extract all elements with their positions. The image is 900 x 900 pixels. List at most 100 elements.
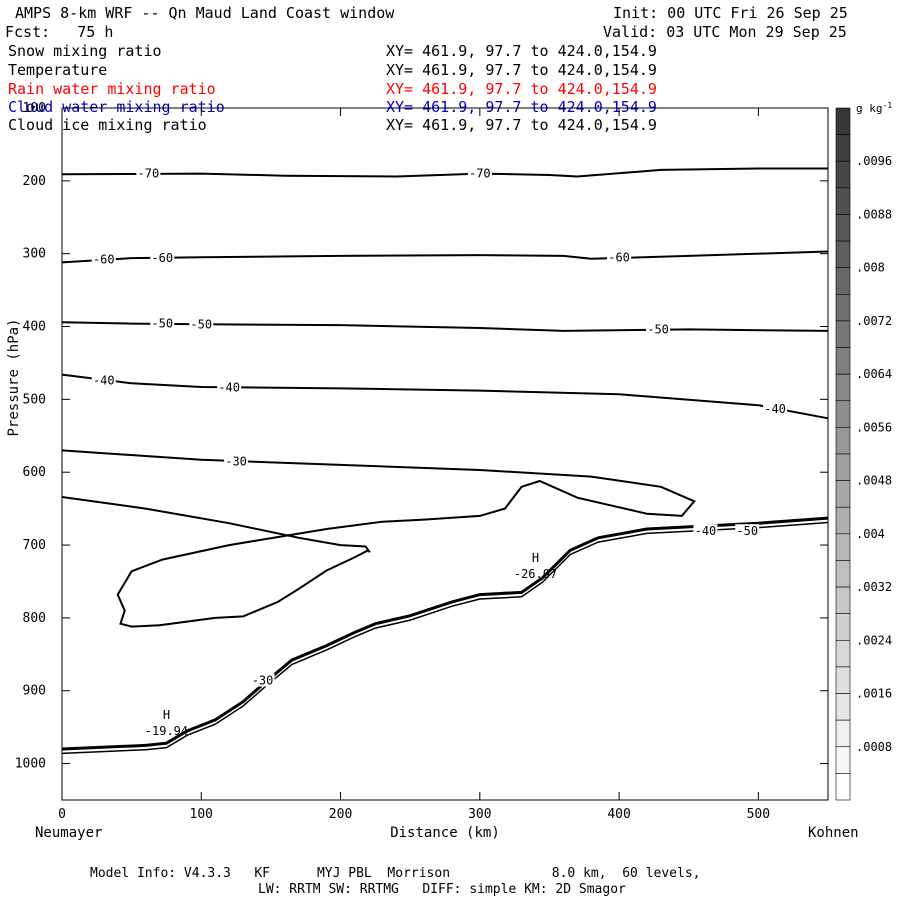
contour-label-bg (467, 166, 492, 180)
plot-frame (61, 107, 829, 801)
colorbar-tick-label: .0056 (856, 420, 892, 434)
colorbar-segment (835, 214, 851, 242)
contour-label: -40 (695, 524, 717, 538)
contour-label-bg (250, 673, 275, 687)
temperature-contour-1 (61, 250, 829, 264)
colorbar-segment (835, 400, 851, 428)
chart-title: AMPS 8-km WRF -- Qn Maud Land Coast wind… (15, 4, 395, 22)
y-tick-label: 300 (23, 247, 46, 262)
colorbar-segment (835, 560, 851, 588)
contour-label: -40 (764, 402, 786, 416)
y-tick-label: 1000 (15, 757, 46, 772)
contour-label: -40 (93, 373, 115, 387)
forecast-hour: Fcst: 75 h (5, 23, 114, 41)
y-tick-label: 100 (23, 101, 46, 116)
temperature-contour-3 (61, 373, 829, 420)
field-name-rain: Rain water mixing ratio (8, 80, 216, 98)
colorbar-segment (835, 533, 851, 561)
colorbar-segment (835, 267, 851, 295)
x-tick-label: 400 (607, 807, 630, 822)
contour-label-bg (763, 401, 788, 415)
colorbar-tick-label: .0048 (856, 474, 892, 488)
contour-label: -40 (218, 381, 240, 395)
y-tick-label: 500 (23, 392, 46, 407)
contour-label: -30 (225, 454, 247, 468)
contour-label-bg (224, 454, 249, 468)
colorbar-segment (835, 640, 851, 668)
contour-label: -50 (151, 317, 173, 331)
terrain-line (61, 516, 829, 751)
contour-label: -30 (252, 674, 274, 688)
colorbar-segment (835, 773, 851, 801)
contour-label-bg (735, 524, 760, 538)
y-axis-label: Pressure (hPa) (6, 319, 22, 437)
x-tick-label: 100 (190, 807, 213, 822)
init-time: Init: 00 UTC Fri 26 Sep 25 (613, 4, 848, 22)
colorbar-segment (835, 187, 851, 215)
contour-label: -60 (608, 250, 630, 264)
contour-label-bg (607, 250, 632, 264)
contour-label-bg (91, 252, 116, 266)
colorbar-tick-label: .0096 (856, 154, 892, 168)
colorbar-segment (835, 666, 851, 694)
colorbar-segment (835, 347, 851, 375)
x-tick-label: 500 (747, 807, 770, 822)
contour-label-bg (150, 251, 175, 265)
contour-label: -70 (469, 167, 491, 181)
colorbar-tick-label: .008 (856, 261, 885, 275)
colorbar-segment (835, 719, 851, 748)
contour-label: -50 (647, 322, 669, 336)
y-tick-label: 400 (23, 320, 46, 335)
colorbar-segment (835, 373, 851, 402)
colorbar-segment (835, 586, 851, 614)
colorbar-tick-label: .0072 (856, 314, 892, 328)
contour-label: -70 (138, 167, 160, 181)
field-xy-snow: XY= 461.9, 97.7 to 424.0,154.9 (386, 42, 657, 60)
colorbar-tick-label: .0088 (856, 207, 892, 221)
colorbar-tick-label: .0024 (856, 633, 892, 647)
contour-label: -60 (93, 253, 115, 267)
x-tick-label: 300 (468, 807, 491, 822)
contour-label: -60 (151, 251, 173, 265)
x-axis-label: Distance (km) (390, 825, 500, 841)
field-xy-cloud-ice: XY= 461.9, 97.7 to 424.0,154.9 (386, 116, 657, 134)
right-endpoint-label: Kohnen (808, 825, 859, 841)
colorbar-tick-label: .0064 (856, 367, 892, 381)
field-name-temperature: Temperature (8, 61, 108, 79)
extremum-marker: H (163, 708, 170, 722)
colorbar-segment (835, 746, 851, 774)
colorbar-tick-label: .0008 (856, 740, 892, 754)
colorbar-segment (835, 506, 851, 535)
colorbar-tick-label: .0016 (856, 687, 892, 701)
colorbar-segment (835, 107, 851, 135)
colorbar-segment (835, 427, 851, 455)
model-info-line-1: Model Info: V4.3.3 KF MYJ PBL Morrison 8… (90, 866, 701, 881)
colorbar-tick-label: .004 (856, 527, 885, 541)
colorbar-segment (835, 453, 851, 481)
contour-label-bg (136, 166, 161, 180)
x-tick-label: 0 (58, 807, 66, 822)
field-name-cloud-ice: Cloud ice mixing ratio (8, 116, 207, 134)
contour-label: -50 (190, 317, 212, 331)
y-tick-label: 200 (23, 174, 46, 189)
temperature-contour-0 (61, 167, 828, 178)
contour-label-bg (189, 317, 214, 331)
colorbar-segment (835, 320, 851, 348)
contour-label-bg (150, 316, 175, 330)
colorbar-segment (835, 240, 851, 268)
colorbar-segment (835, 294, 851, 322)
contour-label-bg (646, 322, 671, 336)
colorbar-segment (835, 613, 851, 641)
y-tick-label: 900 (23, 684, 46, 699)
left-endpoint-label: Neumayer (35, 825, 102, 841)
temperature-contour-4 (61, 449, 696, 628)
contour-label-bg (217, 380, 242, 394)
contour-label: -50 (736, 524, 758, 538)
extremum-value: -26.07 (514, 567, 557, 581)
field-xy-cloud-water: XY= 461.9, 97.7 to 424.0,154.9 (386, 98, 657, 116)
colorbar-segment (835, 693, 851, 721)
terrain-line-lower (61, 521, 829, 755)
extremum-marker: H (532, 551, 539, 565)
colorbar-segment (835, 134, 851, 162)
